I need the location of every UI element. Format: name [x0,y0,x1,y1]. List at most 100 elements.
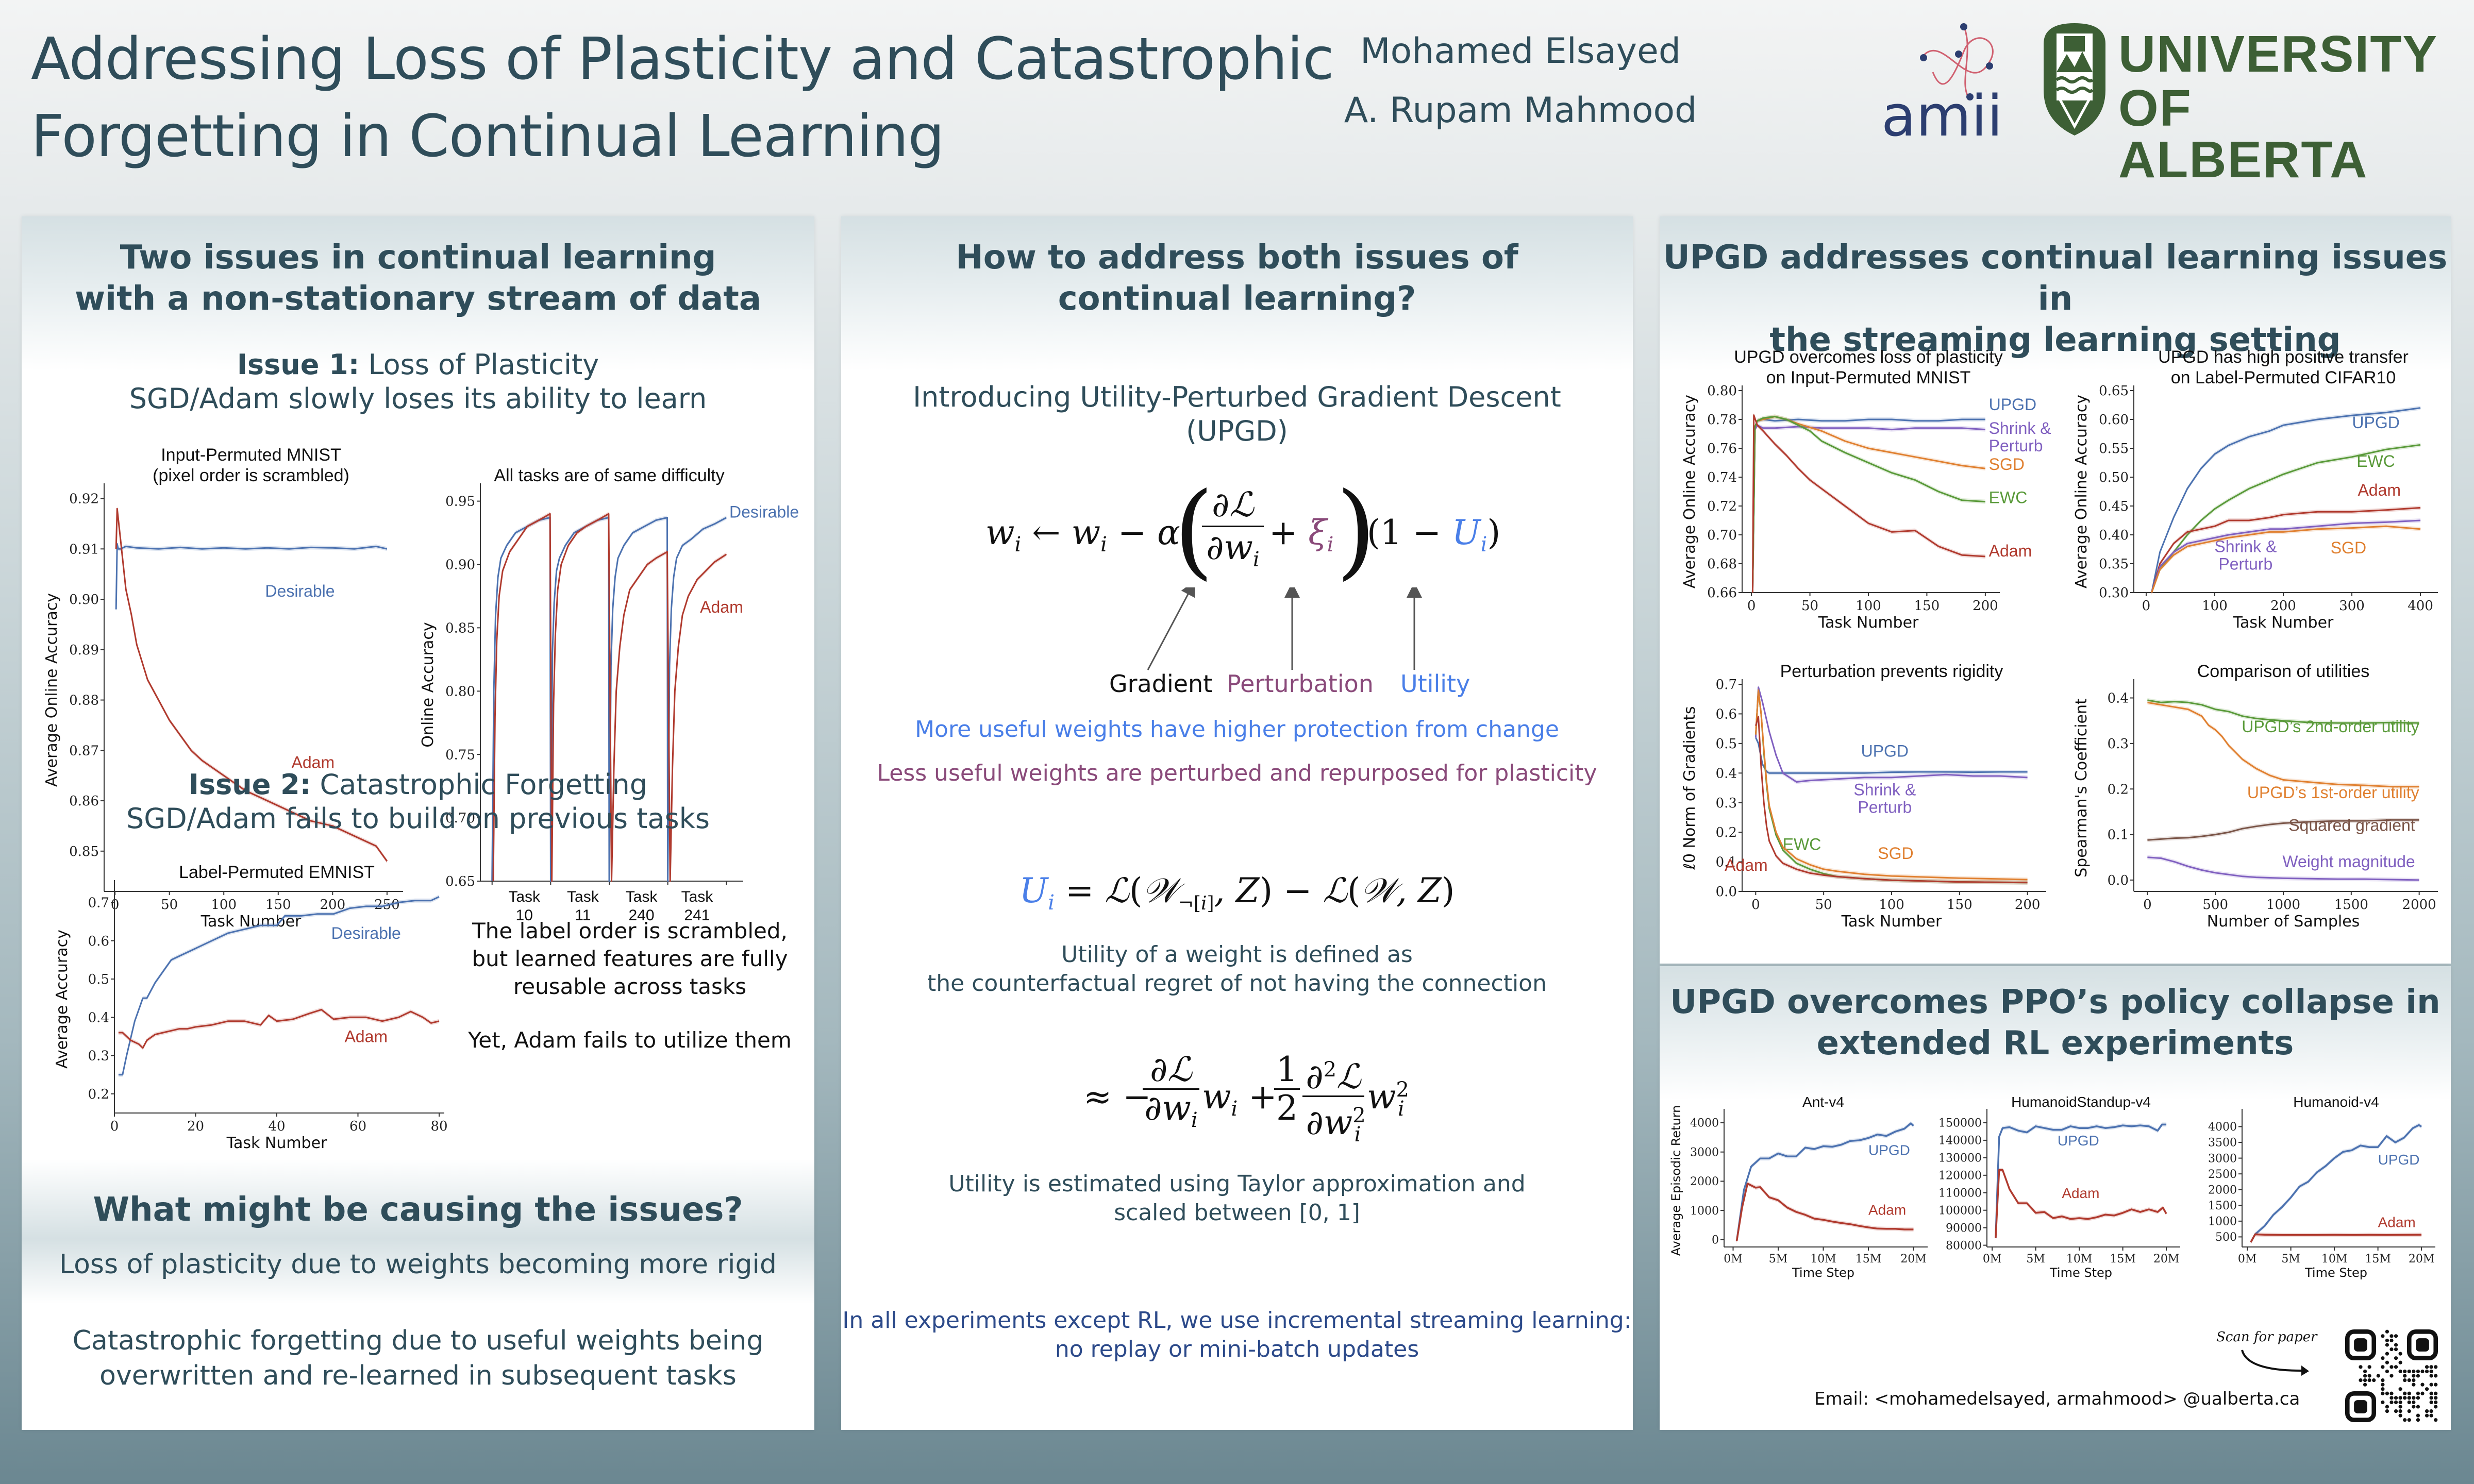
x-tick-label: 5M [1769,1253,1788,1266]
series-label-upgd: UPGD [1861,742,1909,761]
x-tick-label: 0 [110,1119,119,1134]
amii-atom-icon [1920,23,1994,100]
qr-module [2394,1356,2398,1360]
x-tick-label: 0 [111,897,120,913]
y-tick-label: 0 [1712,1234,1719,1247]
qr-module [2425,1387,2429,1391]
series-label-squared-gradient: Squared gradient [2288,816,2415,834]
x-tick-label: 20 [187,1119,204,1134]
series-band-upgd [2151,406,2421,595]
x-tick-label: 300 [2339,598,2365,614]
y-tick-label: 500 [2215,1231,2237,1244]
y-tick-label: 0.90 [445,558,475,573]
x-axis-label: Task Number [1818,614,1919,632]
y-tick-label: 0.7 [88,896,109,911]
y-tick-label: 0.95 [445,494,475,510]
series-label-ewc: EWC [1989,488,2028,507]
chart-perturbation-rigidity: Perturbation prevents rigidity 0.0 0.1 0.2 0… [1681,662,2046,931]
qr-module [2398,1409,2402,1413]
y-tick-label: 130000 [1938,1152,1982,1165]
cause-2: Catastrophic forgetting due to useful we… [22,1323,814,1393]
x-tick-label: 0 [2143,897,2152,913]
series-line-squared-gradient [2147,819,2419,841]
y-tick-label: 3500 [2208,1137,2237,1150]
qr-module [2429,1382,2433,1387]
middle-heading-line1: How to address both issues of [956,239,1518,277]
rl-heading-line2: extended RL experiments [1816,1024,2294,1063]
y-tick-label: 0.2 [88,1087,109,1102]
note-line1: The label order is scrambled, [472,918,788,943]
qr-module [2416,1413,2420,1418]
qr-code[interactable] [2345,1329,2438,1422]
qr-module [2389,1334,2394,1338]
qr-module [2381,1356,2385,1360]
amii-wordmark: amii [1881,83,2003,149]
x-tick-label: 150 [1914,598,1940,614]
qr-module [2389,1374,2394,1378]
series-band-squared-gradient [2147,818,2419,842]
upgd-intro-line2: (UPGD) [1186,415,1288,447]
series-line-sgd [2151,525,2421,593]
y-axis-label: ℓ0 Norm of Gradients [1681,706,1699,870]
x-axis-label: Time Step [1792,1266,1854,1280]
y-tick-label: 0.30 [2099,585,2129,601]
ualberta-wordmark-line1: UNIVERSITY [2118,25,2438,83]
qr-module [2412,1405,2416,1409]
y-tick-label: 0.90 [69,592,99,608]
series-band-sgd [1752,414,1985,595]
poster-title-line2: Forgetting in Continual Learning [31,103,945,170]
y-tick-label: 0.60 [2099,412,2129,428]
y-tick-label: 0.4 [2108,691,2129,706]
series-line-upgd [1995,1123,2167,1239]
qr-module [2372,1378,2376,1382]
y-tick-label: 0.1 [1716,855,1737,870]
y-tick-label: 0.66 [1707,585,1737,601]
y-tick-label: 0.86 [69,794,99,809]
qr-module [2367,1378,2371,1382]
y-tick-label: 4000 [1690,1117,1719,1130]
poster-title-line1: Addressing Loss of Plasticity and Catast… [31,26,1334,93]
series-line-adam [118,1008,440,1049]
y-tick-label: 0.74 [1707,470,1737,485]
qr-module [2416,1396,2420,1400]
y-tick-label: 0.92 [69,492,99,507]
qr-module [2359,1378,2363,1382]
y-tick-label: 0.0 [2108,873,2129,888]
qr-module [2398,1352,2402,1356]
series-label-adam: Adam [1725,856,1768,874]
qr-module [2416,1374,2420,1378]
qr-module [2389,1347,2394,1352]
issue2-block: Issue 2: Catastrophic Forgetting SGD/Ada… [22,768,814,836]
y-axis-label: Average Accuracy [53,930,71,1069]
qr-module [2381,1400,2385,1405]
qr-module [2367,1374,2371,1378]
y-tick-label: 0.75 [445,747,475,763]
qr-module [2385,1360,2389,1364]
y-tick-label: 0.3 [88,1049,109,1064]
perturbation-label: Perturbation [1227,670,1374,698]
y-tick-label: 4000 [2208,1121,2237,1134]
qr-module [2429,1413,2433,1418]
qr-module [2394,1409,2398,1413]
middle-panel-header [841,216,1633,371]
x-tick-label: 100 [211,897,237,913]
series-line-upgd [2151,407,2421,593]
y-tick-label: 140000 [1938,1135,1982,1148]
utility-definition-text: Utility of a weight is defined as the co… [841,940,1633,998]
series-line-adam [2151,507,2421,593]
series-label-upgd: UPGD [1989,395,2036,414]
x-axis-label: Task Number [1841,913,1942,931]
right-heading-line1: UPGD addresses continual learning issues… [1663,239,2448,318]
y-tick-label: 2000 [2208,1184,2237,1196]
y-tick-label: 0.7 [1716,677,1737,693]
rl-heading-line1: UPGD overcomes PPO’s policy collapse in [1670,983,2440,1021]
series-line-ewc [2151,444,2421,593]
more-useful-text: More useful weights have higher protecti… [915,716,1559,743]
qr-module [2394,1334,2398,1338]
series-band-upgd [1752,417,1985,595]
chart-title: All tasks are of same difficulty [494,466,724,485]
issue2-note: The label order is scrambled, but learne… [449,917,810,1054]
x-tick-label: 50 [1815,897,1832,913]
qr-module [2367,1365,2371,1369]
qr-module [2385,1391,2389,1395]
